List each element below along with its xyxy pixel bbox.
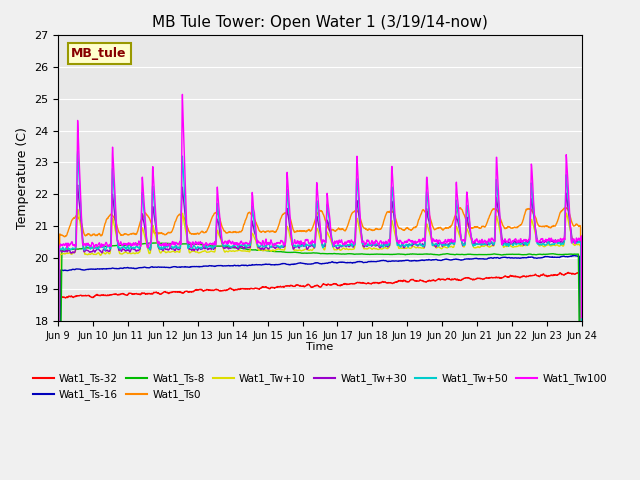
Text: MB_tule: MB_tule — [71, 47, 127, 60]
Y-axis label: Temperature (C): Temperature (C) — [16, 127, 29, 229]
X-axis label: Time: Time — [307, 342, 333, 352]
Legend: Wat1_Ts-32, Wat1_Ts-16, Wat1_Ts-8, Wat1_Ts0, Wat1_Tw+10, Wat1_Tw+30, Wat1_Tw+50,: Wat1_Ts-32, Wat1_Ts-16, Wat1_Ts-8, Wat1_… — [29, 369, 611, 405]
Title: MB Tule Tower: Open Water 1 (3/19/14-now): MB Tule Tower: Open Water 1 (3/19/14-now… — [152, 15, 488, 30]
